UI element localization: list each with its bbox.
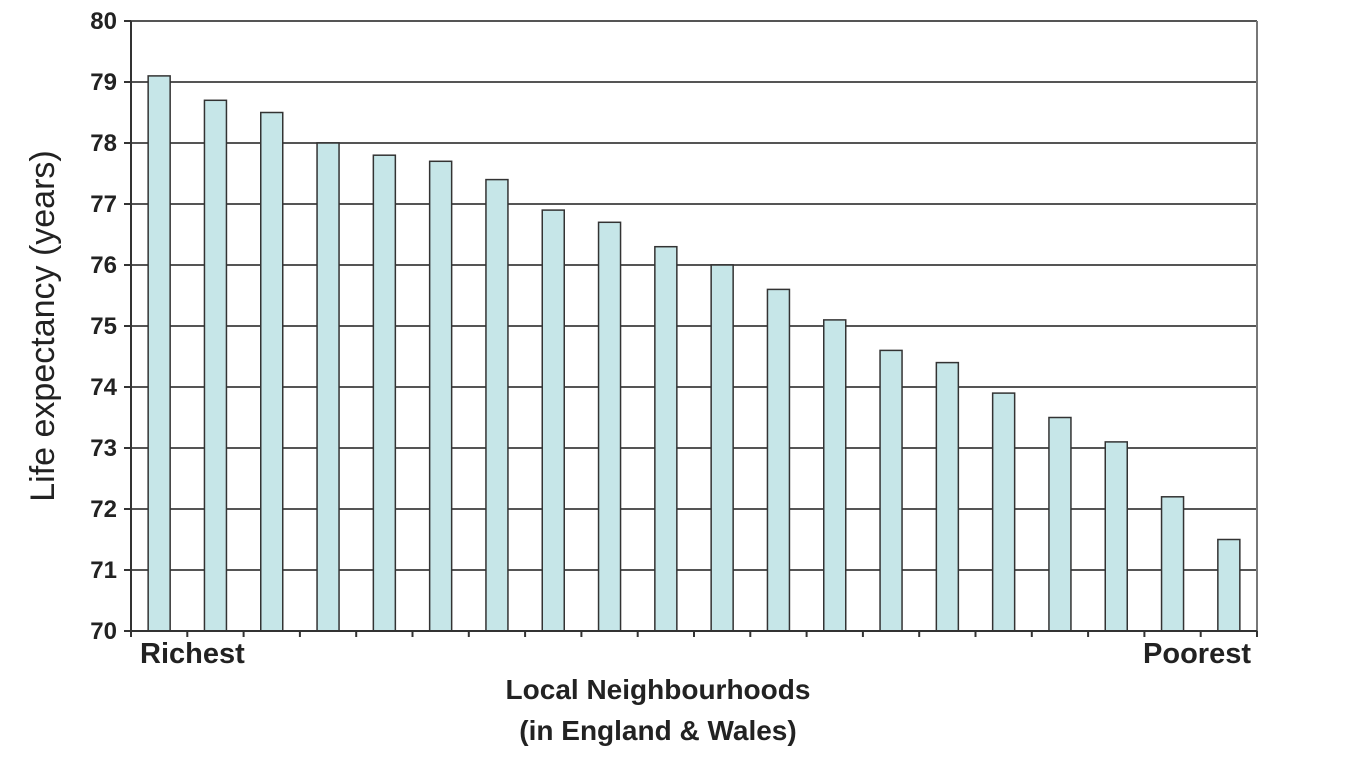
- bar: [1217, 538, 1241, 632]
- bar: [485, 178, 509, 632]
- y-tick-label: 74: [90, 374, 117, 401]
- y-tick-label: 80: [90, 8, 117, 35]
- bar: [1048, 416, 1072, 632]
- x-axis-label-line-2: (in England & Wales): [519, 715, 796, 746]
- bar: [1104, 441, 1128, 632]
- bar: [991, 392, 1016, 632]
- y-tick-label: 73: [90, 435, 117, 462]
- bar: [203, 99, 228, 632]
- bar: [541, 209, 565, 632]
- bar: [316, 142, 340, 632]
- y-tick-labels: 70 71 72 73 74 75 76 77 78 79 80: [90, 8, 117, 645]
- x-end-label-richest: Richest: [140, 638, 245, 670]
- bar: [710, 264, 734, 632]
- bar: [654, 245, 678, 632]
- bar: [1160, 496, 1185, 632]
- y-tick-label: 72: [90, 496, 117, 523]
- x-end-label-poorest: Poorest: [1143, 638, 1251, 670]
- bar: [147, 75, 171, 632]
- bar: [879, 349, 903, 632]
- bar: [766, 288, 791, 632]
- bar: [372, 154, 397, 632]
- y-tick-label: 76: [90, 252, 117, 279]
- y-tick-label: 71: [90, 557, 117, 584]
- y-tick-label: 70: [90, 618, 117, 645]
- bar: [260, 111, 284, 632]
- bar: [428, 160, 453, 632]
- bar: [935, 361, 960, 632]
- bar: [597, 221, 622, 632]
- y-tick-label: 78: [90, 130, 117, 157]
- axes: [124, 20, 1258, 637]
- y-axis-label: Life expectancy (years): [24, 150, 62, 502]
- bar: [823, 319, 847, 632]
- y-tick-label: 79: [90, 69, 117, 96]
- y-tick-label: 77: [90, 191, 117, 218]
- y-tick-label: 75: [90, 313, 117, 340]
- bars: [147, 75, 1241, 632]
- gridlines: [131, 20, 1257, 571]
- x-axis-label-line-1: Local Neighbourhoods: [506, 674, 811, 705]
